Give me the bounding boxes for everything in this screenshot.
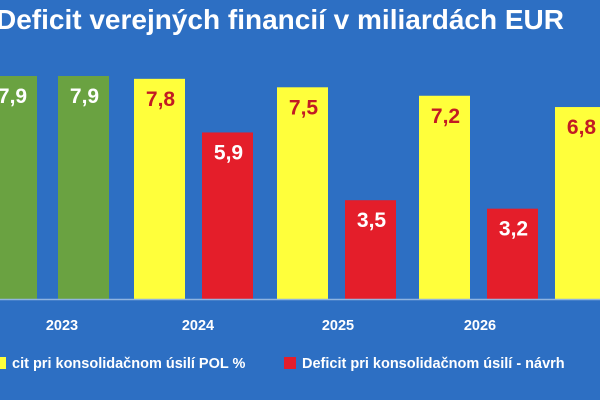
legend-label-pol: cit pri konsolidačnom úsilí POL % [12, 356, 246, 372]
bar-2023-1 [58, 76, 109, 299]
data-label-6: 7,2 [431, 105, 460, 128]
legend: cit pri konsolidačnom úsilí POL % Defici… [0, 356, 600, 386]
data-label-8: 6,8 [567, 116, 597, 139]
data-label-4: 7,5 [289, 96, 319, 119]
x-tick-label-2023: 2023 [46, 318, 78, 334]
data-label-0: 7,9 [0, 85, 27, 108]
legend-swatch-yellow [0, 357, 6, 369]
bar-2023-0 [0, 76, 37, 299]
data-label-7: 3,2 [499, 218, 528, 241]
data-label-2: 7,8 [146, 88, 176, 111]
x-tick-label-2024: 2024 [182, 318, 214, 334]
data-label-1: 7,9 [70, 85, 99, 108]
x-tick-label-2025: 2025 [322, 318, 354, 334]
bar-2026-7 [487, 208, 538, 299]
legend-item-navrh: Deficit pri konsolidačnom úsilí - návrh [284, 356, 565, 372]
legend-item-pol: cit pri konsolidačnom úsilí POL % [0, 356, 245, 372]
bar-2025-5 [345, 200, 396, 299]
bar-2026-6 [419, 95, 470, 299]
data-label-5: 3,5 [357, 209, 387, 232]
bar-2024-2 [134, 78, 185, 299]
legend-label-navrh: Deficit pri konsolidačnom úsilí - návrh [302, 356, 565, 372]
chart-title: Deficit verejných financií v miliardách … [0, 4, 564, 35]
bar-2024-3 [202, 132, 253, 299]
bar-2025-4 [277, 87, 328, 299]
data-label-3: 5,9 [214, 141, 243, 164]
x-tick-label-2026: 2026 [464, 318, 496, 334]
legend-swatch-red [284, 357, 296, 369]
bar-extra-8 [555, 107, 600, 300]
